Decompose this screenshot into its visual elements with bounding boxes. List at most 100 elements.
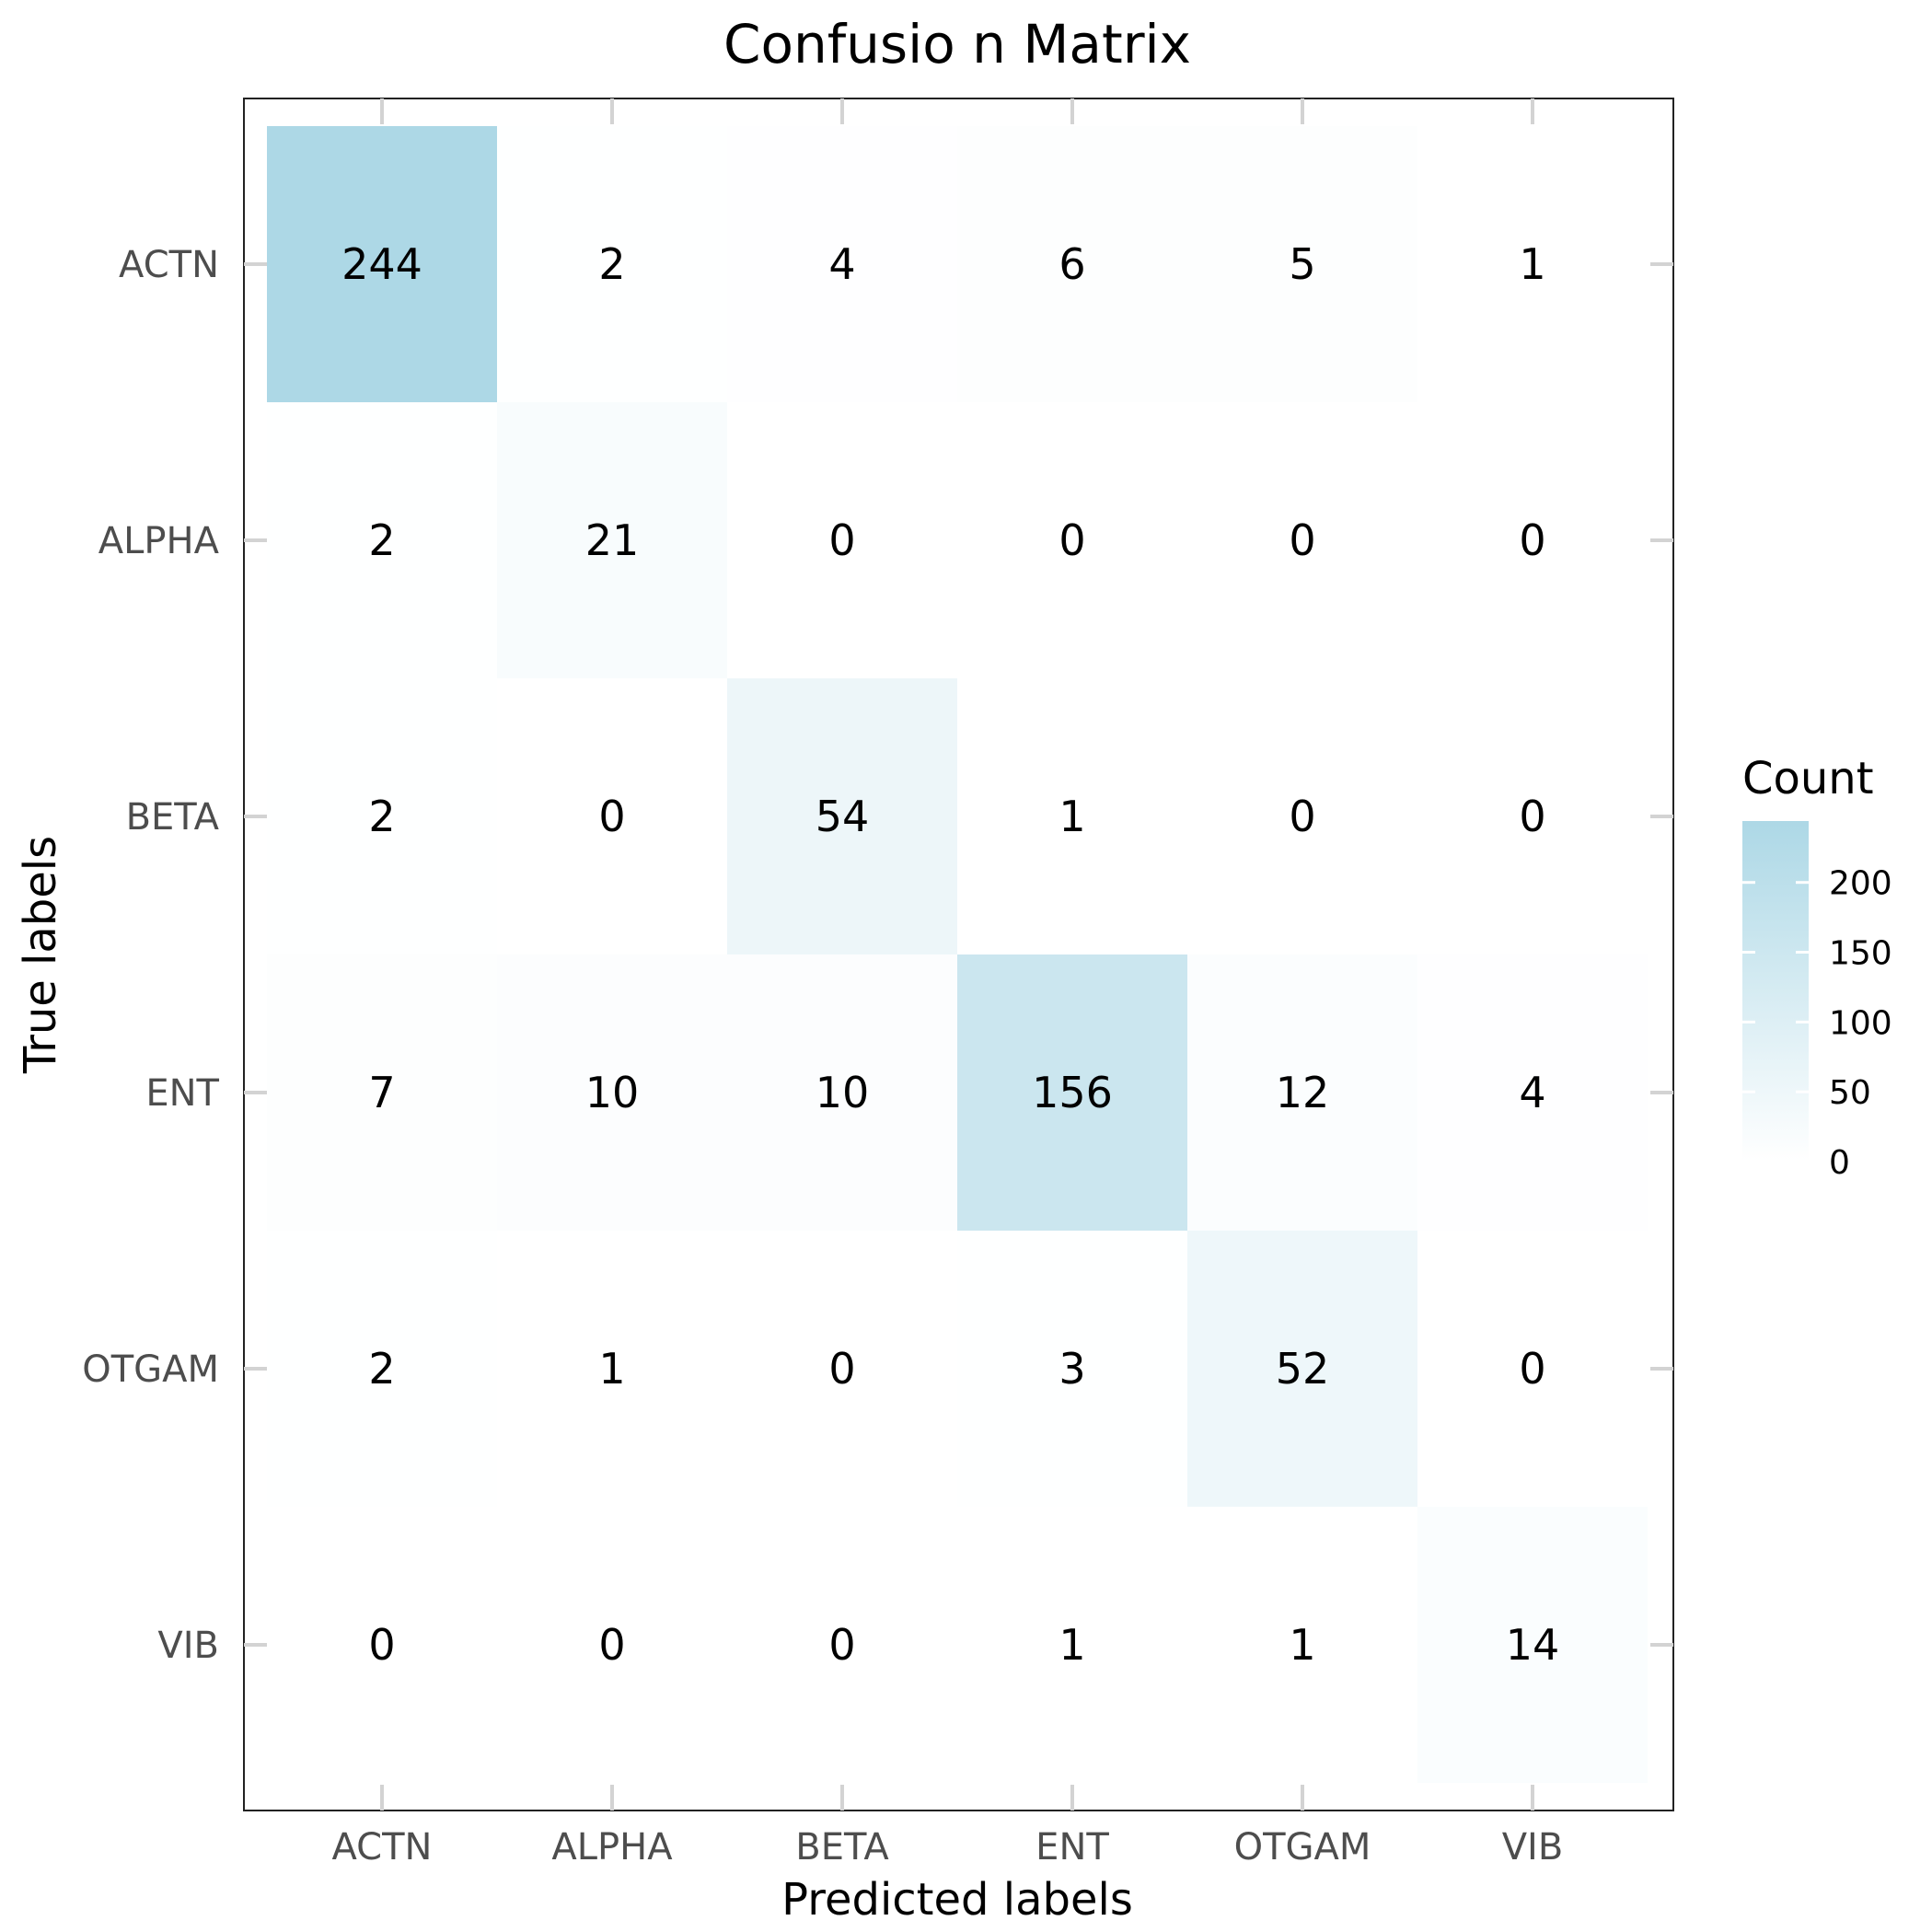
x-tick-label: ALPHA (551, 1826, 673, 1868)
cell-value-label: 10 (816, 1068, 870, 1117)
cell-value-label: 0 (1519, 792, 1545, 841)
cell-value-label: 1 (598, 1344, 625, 1394)
heatmap-cell (267, 1507, 497, 1783)
y-tick-label: VIB (157, 1625, 219, 1667)
heatmap-cell (727, 954, 957, 1231)
y-tick-label: OTGAM (82, 1348, 219, 1391)
y-axis-title: True labels (15, 836, 66, 1074)
heatmap-cell (267, 678, 497, 954)
cell-value-label: 156 (1032, 1068, 1113, 1117)
cell-value-label: 1 (1519, 239, 1545, 289)
legend-tick-label: 200 (1829, 865, 1892, 903)
x-tick-label: ENT (1035, 1826, 1109, 1868)
x-tick-label: ACTN (332, 1826, 433, 1868)
y-tick-label: ACTN (119, 244, 219, 286)
heatmap-cell (957, 678, 1187, 954)
y-tick-label: ENT (145, 1072, 219, 1115)
heatmap-cell (267, 954, 497, 1231)
cell-value-label: 21 (585, 515, 640, 565)
cell-value-label: 6 (1059, 239, 1085, 289)
cell-value-label: 52 (1276, 1344, 1330, 1394)
cell-value-label: 0 (598, 1620, 625, 1670)
heatmap-cell (957, 126, 1187, 402)
cell-value-label: 2 (368, 792, 395, 841)
heatmap-cell (267, 126, 497, 402)
legend-colorbar (1742, 821, 1809, 1162)
heatmap-cell (1417, 678, 1648, 954)
cell-value-label: 4 (828, 239, 855, 289)
heatmap-cell (1187, 126, 1417, 402)
x-tick-label: OTGAM (1234, 1826, 1371, 1868)
y-axis-tick-labels: ACTN ALPHA BETA ENT OTGAM VIB (82, 244, 219, 1667)
heatmap-cell (957, 1507, 1187, 1783)
cell-value-label: 0 (828, 1344, 855, 1394)
heatmap-cell (1417, 402, 1648, 678)
heatmap-cell (1187, 1231, 1417, 1507)
axis-ticks (244, 98, 1673, 1811)
heatmap-cell (727, 1507, 957, 1783)
heatmap-cells (267, 126, 1648, 1783)
cell-value-label: 12 (1276, 1068, 1330, 1117)
cell-value-label: 0 (1519, 1344, 1545, 1394)
heatmap-cell (1187, 1507, 1417, 1783)
cell-value-label: 0 (828, 1620, 855, 1670)
cell-value-label: 10 (585, 1068, 640, 1117)
legend-ticks: 0 50 100 150 200 (1742, 865, 1892, 1182)
cell-value-label: 0 (1519, 515, 1545, 565)
x-tick-label: BETA (795, 1826, 889, 1868)
heatmap-cell-labels: 244 2 4 6 5 12 21 0 0 0 02 0 54 1 0 07 10 10 156 12 42 1 0 3 52 0… (341, 239, 1559, 1670)
heatmap-cell (497, 1507, 727, 1783)
x-tick-label: VIB (1502, 1826, 1564, 1868)
heatmap-cell (267, 1231, 497, 1507)
cell-value-label: 5 (1289, 239, 1315, 289)
color-legend: Count 0 50 100 150 200 (1742, 753, 1892, 1182)
heatmap-cell (497, 402, 727, 678)
y-tick-label: ALPHA (98, 520, 220, 562)
cell-value-label: 244 (341, 239, 422, 289)
heatmap-cell (727, 126, 957, 402)
cell-value-label: 3 (1059, 1344, 1085, 1394)
heatmap-cell (727, 402, 957, 678)
x-axis-title: Predicted labels (781, 1874, 1133, 1926)
plot-border (243, 98, 1674, 1811)
cell-value-label: 1 (1289, 1620, 1315, 1670)
cell-value-label: 2 (368, 515, 395, 565)
cell-value-label: 1 (1059, 1620, 1085, 1670)
legend-tick-label: 100 (1829, 1004, 1892, 1042)
heatmap-cell (727, 678, 957, 954)
cell-value-label: 0 (828, 515, 855, 565)
cell-value-label: 54 (816, 792, 870, 841)
heatmap-cell (1417, 1507, 1648, 1783)
cell-value-label: 2 (368, 1344, 395, 1394)
heatmap-cell (1187, 954, 1417, 1231)
heatmap-cell (267, 402, 497, 678)
heatmap-cell (1187, 402, 1417, 678)
heatmap-cell (497, 126, 727, 402)
y-tick-label: BETA (126, 796, 220, 839)
cell-value-label: 2 (598, 239, 625, 289)
cell-value-label: 0 (1059, 515, 1085, 565)
heatmap-cell (727, 1231, 957, 1507)
cell-value-label: 7 (368, 1068, 395, 1117)
heatmap-cell (1417, 126, 1648, 402)
legend-tick-label: 50 (1829, 1074, 1871, 1112)
heatmap-cell (957, 402, 1187, 678)
heatmap-cell (1417, 954, 1648, 1231)
legend-tick-label: 0 (1829, 1144, 1850, 1182)
heatmap-cell (957, 1231, 1187, 1507)
heatmap-cell (1417, 1231, 1648, 1507)
cell-value-label: 0 (598, 792, 625, 841)
chart-title: Confusio n Matrix (723, 13, 1191, 75)
legend-title: Count (1742, 753, 1874, 804)
heatmap-cell (497, 954, 727, 1231)
legend-tick-label: 150 (1829, 935, 1892, 973)
heatmap-cell (1187, 678, 1417, 954)
cell-value-label: 1 (1059, 792, 1085, 841)
x-axis-tick-labels: ACTN ALPHA BETA ENT OTGAM VIB (332, 1826, 1564, 1868)
heatmap-cell (497, 678, 727, 954)
cell-value-label: 0 (1289, 515, 1315, 565)
cell-value-label: 0 (368, 1620, 395, 1670)
cell-value-label: 14 (1506, 1620, 1560, 1670)
heatmap-cell (957, 954, 1187, 1231)
